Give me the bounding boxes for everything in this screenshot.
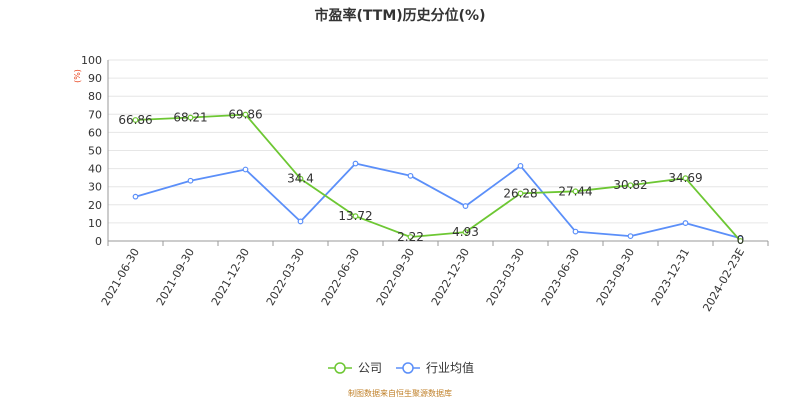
data-point-series-1 — [517, 162, 524, 169]
y-tick-label: 10 — [88, 217, 102, 230]
data-label: 34.69 — [668, 171, 702, 185]
data-point-series-1 — [242, 166, 249, 173]
x-tick-label: 2024-02-23E — [700, 246, 747, 314]
series-line-0 — [135, 113, 742, 242]
legend: 公司 行业均值 — [328, 360, 474, 375]
data-point-series-0 — [572, 188, 579, 195]
x-tick-label: 2022-06-30 — [319, 246, 362, 308]
data-label: 30.82 — [613, 178, 647, 192]
data-label: 4.93 — [452, 225, 479, 239]
data-label: 68.21 — [173, 111, 207, 125]
data-label: 13.72 — [338, 209, 372, 223]
data-label: 26.28 — [503, 186, 537, 200]
y-axis-unit: (%) — [73, 69, 82, 83]
data-point-series-0 — [352, 213, 359, 220]
data-label: 69.86 — [228, 108, 262, 122]
y-tick-label: 100 — [81, 54, 102, 67]
data-source-note: 制图数据来自恒生聚源数据库 — [348, 388, 452, 398]
y-tick-label: 70 — [88, 108, 102, 121]
data-point-series-0 — [242, 111, 249, 118]
chart-title: 市盈率(TTM)历史分位(%) — [315, 7, 486, 24]
grid-lines — [108, 59, 768, 242]
y-tick-label: 90 — [88, 72, 102, 85]
x-tick-label: 2023-06-30 — [539, 246, 582, 308]
x-tick-label: 2023-03-30 — [484, 246, 527, 308]
data-point-series-0 — [187, 114, 194, 121]
data-point-series-0 — [517, 190, 524, 197]
legend-label-industry-average: 行业均值 — [426, 360, 474, 375]
data-label: 27.44 — [558, 184, 592, 198]
data-label: 66.86 — [118, 113, 152, 127]
y-tick-label: 0 — [95, 235, 102, 248]
legend-marker-industry-average — [402, 362, 414, 374]
y-tick-label: 60 — [88, 126, 102, 139]
data-point-series-1 — [187, 177, 194, 184]
data-point-series-1 — [627, 233, 634, 240]
data-point-series-1 — [572, 228, 579, 235]
data-point-series-0 — [462, 229, 469, 235]
data-point-series-0 — [132, 117, 139, 123]
y-tick-label: 40 — [88, 163, 102, 176]
y-tick-label: 80 — [88, 90, 102, 103]
series-line-1 — [135, 162, 741, 240]
legend-marker-company — [334, 362, 346, 374]
y-tick-label: 20 — [88, 199, 102, 212]
data-point-series-1 — [462, 203, 469, 209]
data-point-series-0 — [407, 234, 414, 240]
data-point-series-0 — [627, 182, 634, 189]
data-point-series-1 — [297, 218, 304, 225]
x-tick-label: 2021-09-30 — [154, 246, 197, 308]
y-tick-label: 30 — [88, 181, 102, 194]
data-point-series-1 — [407, 172, 414, 179]
y-tick-label: 50 — [88, 145, 102, 158]
x-tick-label: 2021-12-30 — [209, 246, 252, 308]
data-label: 34.4 — [287, 172, 314, 186]
data-labels: 66.86 68.21 69.86 34.4 13.72 2.22 4.93 26.28 27.… — [118, 108, 744, 247]
data-label: 0 — [737, 233, 745, 247]
legend-item-company[interactable]: 公司 — [328, 361, 382, 375]
data-point-series-0 — [737, 238, 744, 244]
data-point-series-1 — [682, 220, 689, 226]
x-tick-label: 2023-09-30 — [594, 246, 637, 308]
x-tick-label: 2021-06-30 — [99, 246, 142, 308]
data-point-series-0 — [297, 175, 304, 182]
data-point-series-1 — [352, 160, 359, 167]
x-tick-label: 2022-09-30 — [374, 246, 417, 308]
data-label: 2.22 — [397, 230, 424, 244]
data-point-series-0 — [682, 175, 689, 182]
x-tick-label: 2023-12-31 — [649, 246, 692, 308]
legend-item-industry-average[interactable]: 行业均值 — [396, 360, 474, 375]
legend-label-company: 公司 — [358, 361, 382, 375]
series-lines — [132, 111, 744, 244]
data-point-series-1 — [132, 193, 139, 200]
x-tick-label: 2022-03-30 — [264, 246, 307, 308]
x-tick-label: 2022-12-30 — [429, 246, 472, 308]
